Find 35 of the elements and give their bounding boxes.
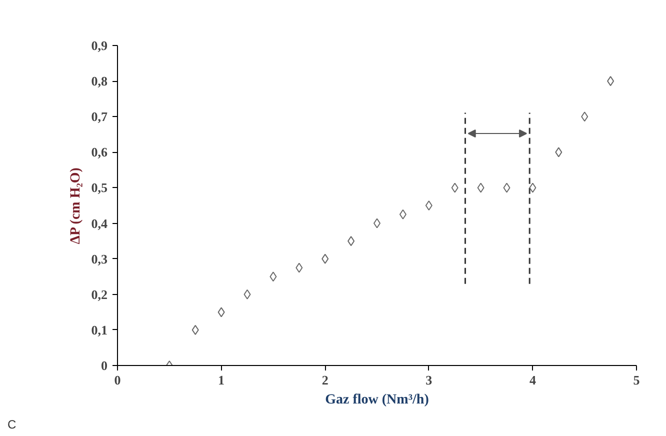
x-tick-label: 4: [529, 372, 536, 388]
point: [607, 76, 614, 86]
point: [451, 182, 458, 193]
point: [322, 254, 329, 264]
y-tick-label: 0,3: [91, 251, 108, 266]
y-tick-label: 0,5: [91, 180, 108, 196]
point: [503, 182, 510, 193]
point: [270, 272, 277, 282]
point: [192, 324, 199, 335]
y-tick-label: 0: [101, 358, 108, 373]
y-tick-label: 0,4: [91, 216, 108, 231]
point: [581, 112, 588, 122]
y-tick-label: 0,8: [91, 74, 108, 89]
y-tick-label: 0,1: [91, 322, 108, 338]
point: [244, 289, 251, 300]
point: [218, 307, 225, 318]
text: C: [8, 418, 16, 432]
point: [296, 262, 303, 273]
x-axis-title: Gaz flow (Nm³/h): [325, 392, 430, 408]
y-tick-label: 0,7: [91, 109, 108, 124]
x-tick-label: 0: [114, 372, 121, 388]
y-tick-label: 0,9: [91, 38, 108, 53]
point: [425, 200, 432, 210]
x-tick-label: 3: [426, 372, 433, 388]
point: [529, 182, 536, 193]
point: [555, 147, 562, 158]
x-tick-label: 1: [218, 372, 225, 388]
x-tick-label: 5: [633, 372, 640, 388]
y-tick-label: 0,2: [91, 286, 108, 302]
point: [399, 209, 406, 220]
point: [477, 182, 484, 193]
y-tick-label: 0,6: [91, 144, 108, 160]
y-axis-title: ΔP (cm H₂O): [68, 167, 84, 244]
point: [348, 236, 355, 246]
x-tick-label: 2: [322, 372, 328, 388]
